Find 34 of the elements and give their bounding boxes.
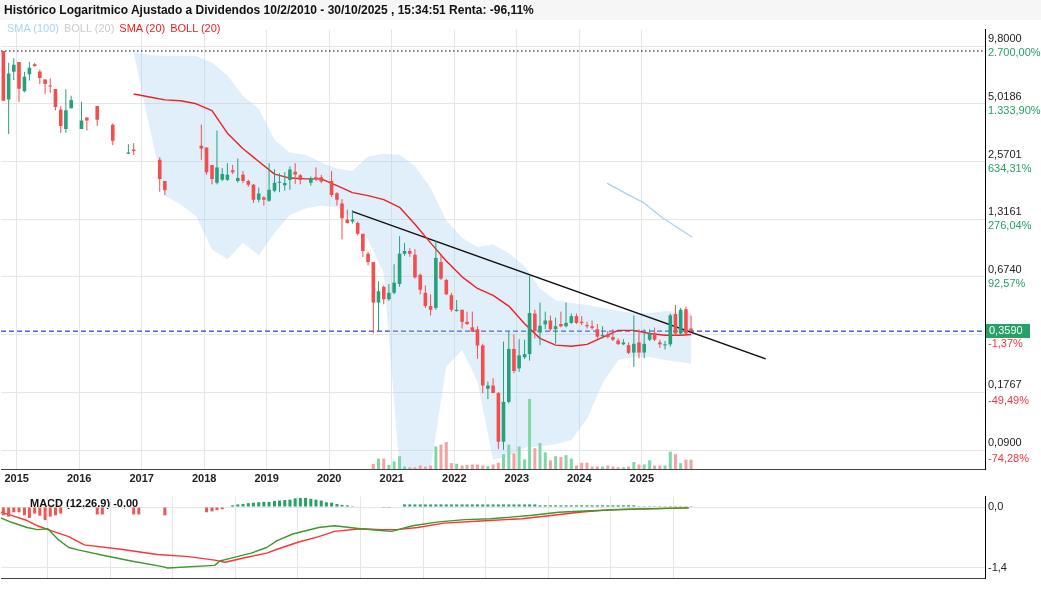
x-tick-label: 2025	[629, 471, 655, 484]
x-tick-label: 2018	[191, 471, 217, 484]
y-tick-label: -1,4	[988, 560, 1007, 573]
legend-label: BOLL (20)	[170, 22, 221, 34]
y-tick-label: 2,5701	[988, 147, 1022, 160]
text: SMA (100)	[7, 22, 59, 34]
chart-title: MACD (12,26,9) -0,00	[30, 497, 139, 509]
text: 1.333,90%	[988, 103, 1041, 116]
text: 2.700,00%	[988, 46, 1041, 59]
x-tick-label: 2017	[129, 471, 154, 484]
x-tick-label: 2023	[504, 471, 530, 484]
x-tick-label: 2022	[442, 471, 467, 484]
text: 92,57%	[988, 276, 1026, 289]
chart-title: Histórico Logaritmico Ajustado a Dividendos 10/2/2010 - 30/10/2025 , 15:34:51 Renta: -96,11%	[4, 3, 534, 17]
y-tick-label: 0,6740	[988, 262, 1022, 275]
ref-line-label: 0,3590	[989, 324, 1023, 337]
y-tick-label: 0,0900	[988, 436, 1022, 449]
x-tick-label: 2020	[316, 471, 342, 484]
y-tick-label: 5,0186	[988, 89, 1022, 102]
x-tick-label: 2024	[567, 471, 593, 484]
text: 276,04%	[988, 219, 1032, 232]
text: -74,28%	[988, 452, 1030, 465]
y-tick-label: 0,0	[988, 500, 1004, 513]
y-tick-label: 1,3161	[988, 205, 1022, 218]
x-tick-label: 2016	[66, 471, 92, 484]
text: -1,37%	[988, 336, 1024, 349]
text: SMA (20)	[119, 22, 166, 34]
y-tick-label: 9,8000	[988, 32, 1022, 45]
y-tick-label: 0,1767	[988, 378, 1022, 391]
x-tick-label: 2019	[254, 471, 279, 484]
text: 634,31%	[988, 161, 1032, 174]
x-tick-label: 2021	[379, 471, 404, 484]
x-tick-label: 2015	[4, 471, 29, 484]
text: -49,49%	[988, 394, 1030, 407]
